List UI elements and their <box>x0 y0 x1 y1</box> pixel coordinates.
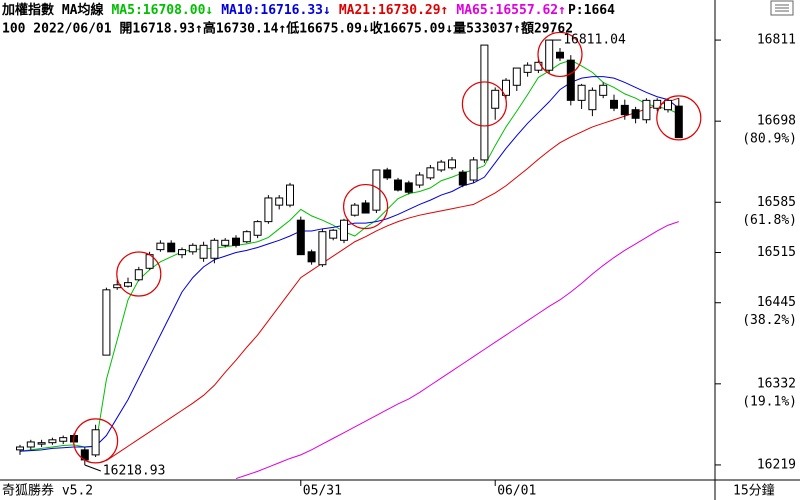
candle-body <box>372 169 381 211</box>
candle-body <box>664 99 672 111</box>
candle-body <box>264 197 273 223</box>
axis-bg <box>716 0 770 18</box>
candle-body <box>415 174 424 186</box>
candle-body <box>275 197 284 206</box>
signal-circle <box>343 183 389 230</box>
candle-body <box>566 59 575 101</box>
quote-line: 100 2022/06/01 開16718.93↑高16730.14↑低1667… <box>2 21 573 37</box>
candle-body <box>286 184 294 206</box>
candle-body <box>674 105 683 139</box>
candle-body <box>437 161 446 171</box>
candle-body <box>404 182 413 193</box>
candle-body <box>577 84 586 101</box>
candle-body <box>124 282 132 287</box>
candle-body <box>340 219 348 241</box>
legend-title: 加權指數 MA均線 <box>1 2 104 18</box>
candle-body <box>458 171 467 186</box>
candle-body <box>642 99 651 121</box>
header-line: 加權指數 MA均線 MA5:16708.00↓ MA10:16716.33↓ MA21… <box>1 2 615 18</box>
candle-body <box>653 99 662 109</box>
signal-circle <box>72 418 119 464</box>
candle-body <box>48 439 57 444</box>
timeframe: 15分鐘 <box>733 483 775 499</box>
candle-body <box>620 104 629 116</box>
fib-label: (61.8%) <box>742 213 797 228</box>
fib-label: (19.1%) <box>742 394 797 409</box>
high-annotation: 16811.04 <box>563 33 626 48</box>
legend-entry: MA65:16557.62↑ <box>456 3 566 18</box>
axis-bg <box>716 18 800 38</box>
candle-body <box>448 159 456 169</box>
annotation-line <box>84 464 101 472</box>
candle-body <box>610 99 618 109</box>
y-tick-label: 16515 <box>757 245 796 260</box>
y-tick-label: 16698 <box>757 114 796 129</box>
x-tick-label: 05/31 <box>303 484 342 499</box>
plot-area <box>16 31 702 480</box>
candle-body <box>134 269 143 281</box>
candle-body <box>394 179 402 191</box>
candle-body <box>210 239 219 259</box>
ma-line <box>106 97 679 462</box>
x-tick-label: 06/01 <box>497 484 536 499</box>
y-tick-label: 16585 <box>757 195 796 210</box>
candle-body <box>545 39 554 71</box>
y-tick-label: 16219 <box>757 457 796 472</box>
signal-circle <box>461 81 507 127</box>
candle-body <box>199 244 208 259</box>
legend-extra: P:1664 <box>568 3 615 18</box>
signal-circle <box>656 95 702 141</box>
candle-body <box>16 446 24 451</box>
footer-text: 奇狐勝券 v5.2 <box>2 483 93 499</box>
candle-body <box>188 244 197 253</box>
fib-label: (80.9%) <box>742 132 797 147</box>
signal-circle <box>537 31 583 78</box>
candle-body <box>631 109 640 119</box>
candle-body <box>156 242 165 251</box>
legend-entry: MA10:16716.33↓ <box>221 3 331 18</box>
candle-body <box>221 239 230 246</box>
candle-body <box>523 64 532 73</box>
candle-body <box>307 251 316 263</box>
legend-entry: MA5:16708.00↓ <box>111 3 213 18</box>
candle-body <box>512 67 521 86</box>
candle-body <box>26 441 35 448</box>
candle-body <box>588 89 597 111</box>
candle-body <box>296 219 305 256</box>
candle-body <box>232 237 240 246</box>
candle-body <box>318 231 327 266</box>
candle-body <box>383 169 392 179</box>
candle-body <box>469 159 478 181</box>
candle-body <box>502 79 510 96</box>
candle-body <box>350 204 359 216</box>
candle-body <box>59 437 68 442</box>
legend-entry: MA21:16730.29↑ <box>339 3 449 18</box>
y-tick-label: 16332 <box>757 376 796 391</box>
candle-body <box>37 442 46 445</box>
candle-body <box>361 202 370 214</box>
ma-line <box>235 221 679 480</box>
low-annotation: 16218.93 <box>103 463 166 478</box>
candle-body <box>556 51 564 59</box>
candle-body <box>91 429 100 456</box>
candle-body <box>167 242 176 253</box>
fib-label: (38.2%) <box>742 313 797 328</box>
ma-line <box>19 59 680 452</box>
candle-body <box>480 44 489 161</box>
candle-body <box>242 231 251 243</box>
y-tick-label: 16445 <box>757 295 796 310</box>
signal-circle <box>116 251 162 297</box>
candle-body <box>329 229 338 239</box>
candle-body <box>253 221 262 236</box>
candle-body <box>491 89 500 109</box>
y-tick-label: 16811 <box>757 33 796 48</box>
candle-body <box>178 249 186 256</box>
candle-body <box>426 167 435 179</box>
candle-body <box>599 84 608 96</box>
candle-body <box>102 289 111 356</box>
